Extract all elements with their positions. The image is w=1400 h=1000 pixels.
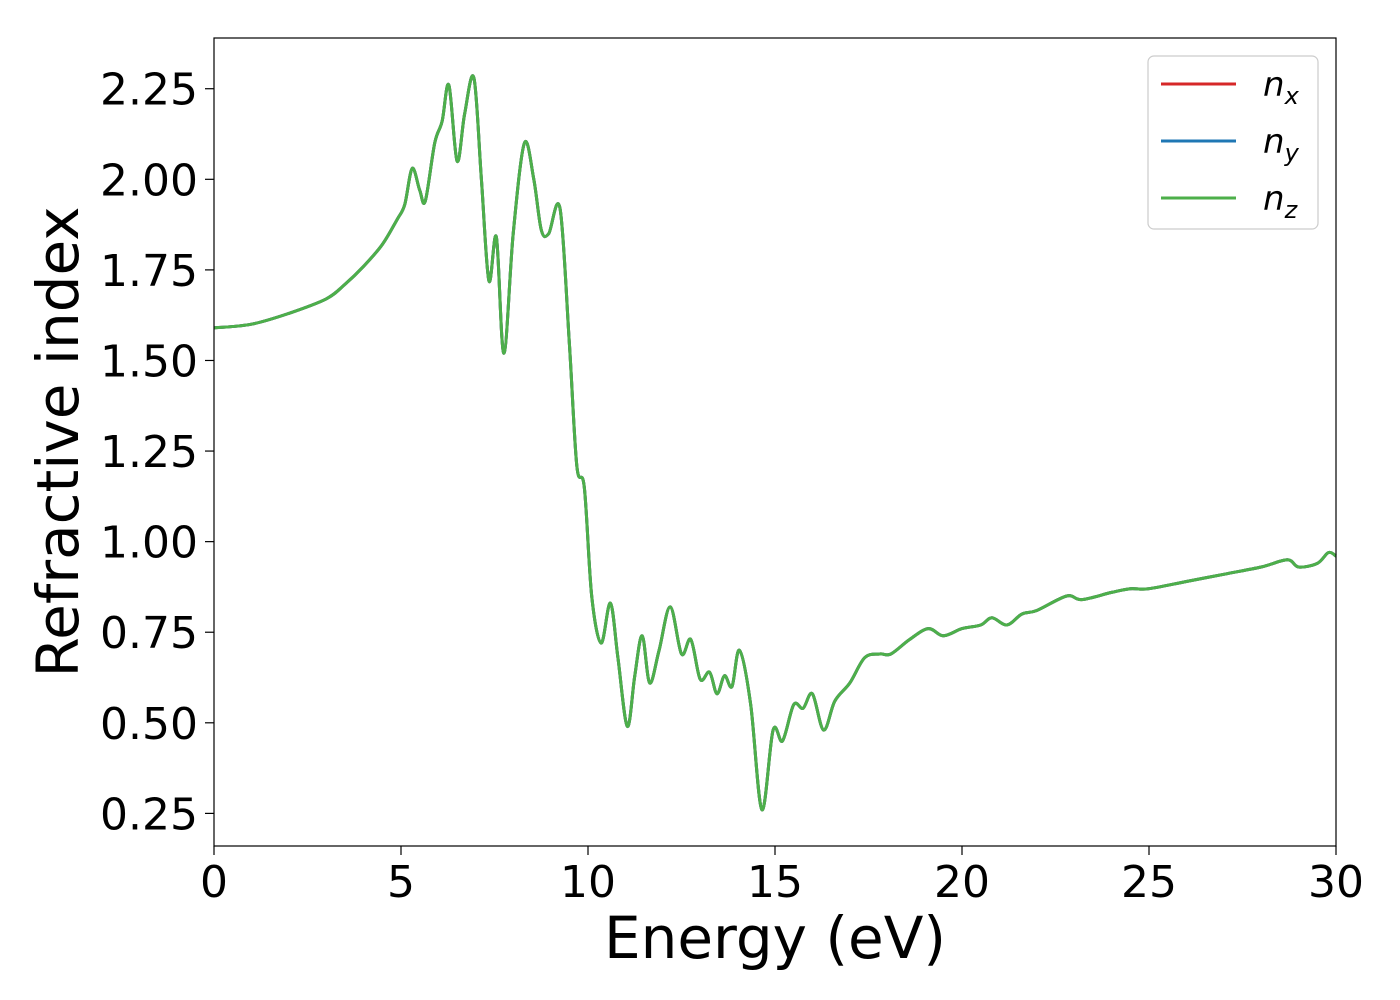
- x-tick-label: 25: [1121, 857, 1177, 908]
- legend-label-subscript: z: [1284, 196, 1299, 224]
- x-axis-ticks: 0 5 10 15 20 25 30: [200, 846, 1364, 908]
- legend-label-nx: nx: [1263, 65, 1300, 110]
- legend-label-subscript: y: [1284, 139, 1300, 167]
- x-tick-label: 5: [387, 857, 415, 908]
- y-tick-label: 1.25: [100, 427, 198, 478]
- x-axis-title: Energy (eV): [604, 904, 946, 972]
- series-layer: [213, 74, 1337, 812]
- y-tick-label: 0.25: [100, 789, 198, 840]
- y-tick-label: 2.00: [100, 155, 198, 206]
- x-tick-label: 15: [747, 857, 803, 908]
- x-tick-label: 30: [1308, 857, 1364, 908]
- x-tick-label: 20: [934, 857, 990, 908]
- y-tick-label: 2.25: [100, 65, 198, 116]
- legend-label-base: n: [1263, 122, 1285, 162]
- x-tick-label: 10: [560, 857, 616, 908]
- legend-label-ny: ny: [1263, 122, 1300, 167]
- y-axis-title: Refractive index: [24, 206, 92, 677]
- y-tick-label: 1.00: [100, 518, 198, 569]
- y-tick-label: 1.50: [100, 336, 198, 387]
- y-axis-ticks: 0.25 0.50 0.75 1.00 1.25 1.50 1.75 2.00 2.25: [100, 65, 214, 840]
- series-line-nz: [213, 74, 1337, 812]
- legend-label-base: n: [1263, 179, 1285, 219]
- x-tick-label: 0: [200, 857, 228, 908]
- y-tick-label: 1.75: [100, 246, 198, 297]
- legend-label-base: n: [1263, 65, 1285, 105]
- legend-label-subscript: x: [1284, 82, 1300, 110]
- y-tick-label: 0.50: [100, 699, 198, 750]
- legend-label-nz: nz: [1263, 179, 1299, 224]
- y-tick-label: 0.75: [100, 608, 198, 659]
